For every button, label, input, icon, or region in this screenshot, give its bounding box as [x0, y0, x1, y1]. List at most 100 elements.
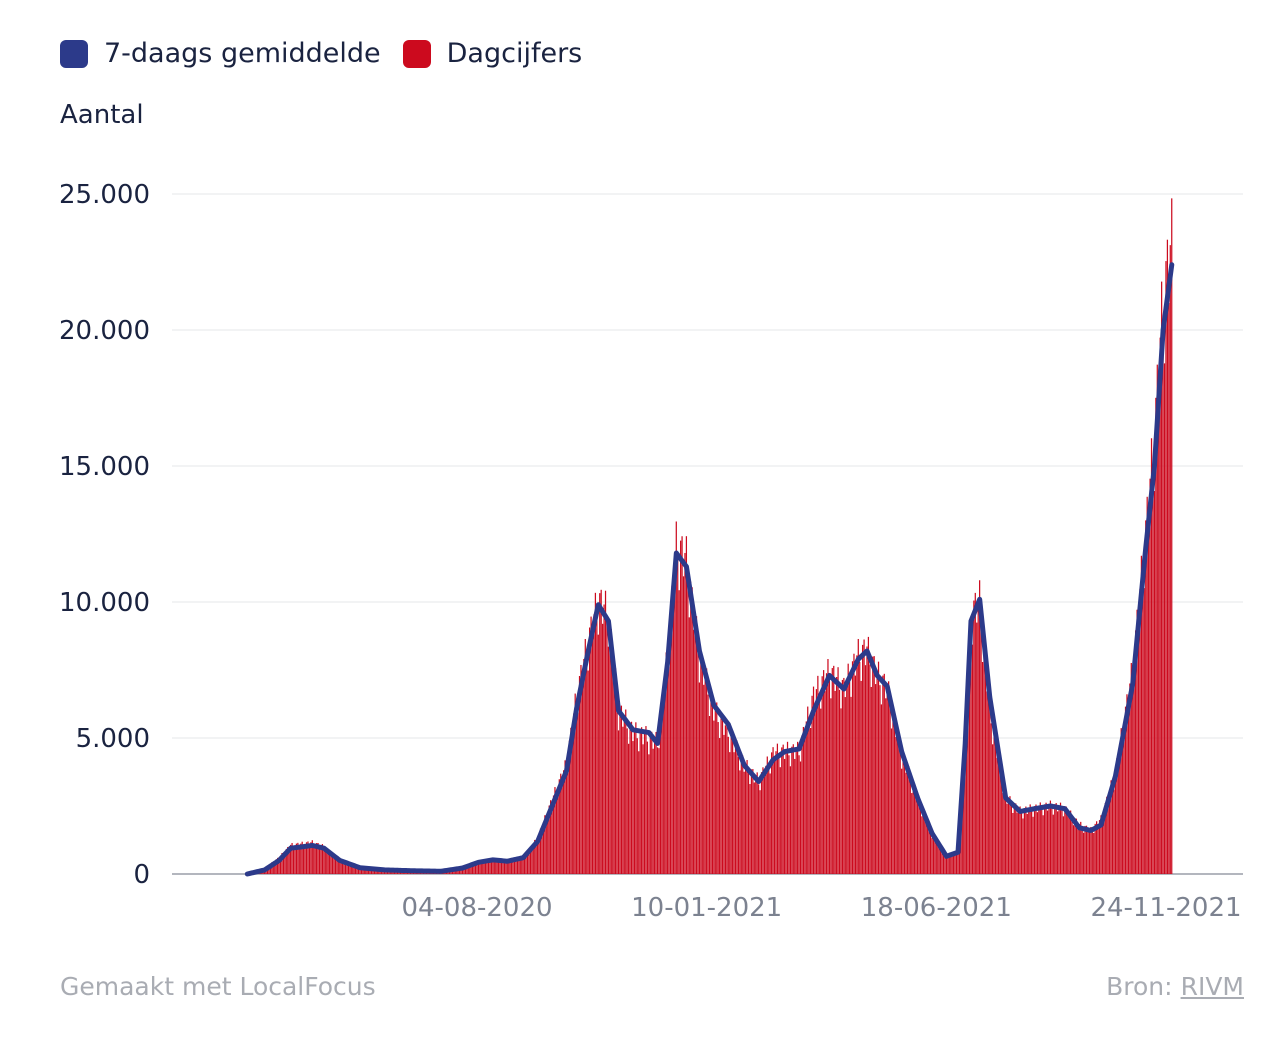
daily-bar	[1049, 800, 1052, 874]
daily-bar	[612, 669, 614, 874]
daily-bar	[635, 722, 637, 874]
legend-label: Dagcijfers	[446, 38, 583, 69]
daily-bar	[821, 676, 823, 874]
daily-bar	[860, 680, 862, 874]
daily-bar	[343, 862, 345, 874]
daily-bar	[496, 861, 498, 874]
daily-bar	[902, 753, 904, 874]
daily-bar	[350, 864, 352, 874]
daily-bar	[1171, 198, 1173, 875]
daily-bar	[521, 858, 523, 874]
daily-bar	[311, 840, 313, 874]
daily-bar	[817, 675, 819, 874]
source-link[interactable]: RIVM	[1180, 972, 1244, 1001]
daily-bar	[1145, 520, 1147, 874]
daily-bar	[1016, 812, 1018, 874]
daily-bar	[1039, 802, 1041, 874]
daily-bar	[1140, 555, 1143, 874]
daily-bar	[349, 864, 351, 874]
daily-bar	[788, 755, 790, 874]
daily-bar	[846, 678, 848, 874]
daily-bar	[606, 621, 608, 874]
daily-bar	[344, 863, 347, 874]
daily-bar	[294, 848, 296, 874]
daily-bar	[970, 623, 972, 874]
daily-bar	[944, 851, 946, 874]
daily-bar	[636, 738, 638, 874]
daily-bar	[856, 655, 858, 874]
daily-bar	[1015, 803, 1017, 874]
daily-bar	[352, 864, 354, 874]
daily-bar	[1135, 630, 1137, 874]
daily-bar	[743, 771, 745, 874]
daily-bar	[470, 864, 472, 874]
daily-bar	[919, 806, 922, 874]
daily-bar	[924, 812, 926, 874]
daily-bar	[649, 733, 651, 874]
daily-bar	[773, 761, 776, 874]
legend-item-daily[interactable]: Dagcijfers	[402, 38, 583, 69]
daily-bar	[591, 640, 594, 874]
daily-bar	[736, 740, 738, 874]
daily-bar	[763, 776, 766, 874]
daily-bar	[951, 856, 953, 874]
daily-bar	[1169, 245, 1171, 874]
daily-bar	[604, 590, 607, 874]
daily-bar	[1129, 683, 1131, 874]
daily-bar	[464, 866, 467, 874]
legend-item-7-day-average[interactable]: 7-daags gemiddelde	[60, 38, 381, 69]
daily-bar	[779, 767, 781, 874]
daily-bar	[330, 852, 332, 874]
daily-bar	[707, 694, 709, 874]
daily-bar	[555, 792, 558, 874]
daily-bar	[931, 838, 933, 874]
daily-bar	[912, 782, 914, 874]
daily-bar	[675, 521, 677, 874]
daily-bar	[704, 674, 706, 874]
daily-bar	[1126, 694, 1128, 874]
daily-bar	[838, 689, 841, 874]
daily-bar	[1083, 832, 1085, 874]
daily-bar	[557, 796, 559, 874]
daily-bar	[1023, 808, 1026, 874]
daily-bar	[833, 665, 835, 874]
daily-bar	[1031, 811, 1033, 874]
y-tick-label: 5.000	[76, 724, 150, 754]
daily-bar	[570, 727, 572, 874]
daily-bar	[836, 677, 838, 874]
daily-bar	[1148, 524, 1150, 874]
daily-bar	[602, 623, 604, 874]
daily-bar	[859, 662, 861, 874]
daily-bar	[798, 755, 800, 874]
daily-bar	[766, 756, 768, 874]
daily-bar	[961, 794, 963, 874]
daily-bar	[613, 665, 615, 874]
daily-bar	[678, 590, 680, 874]
daily-bar	[889, 707, 891, 874]
daily-bar	[456, 868, 458, 874]
daily-bar	[850, 696, 852, 874]
daily-bar	[545, 817, 547, 874]
daily-bar	[906, 768, 909, 874]
daily-bar	[811, 695, 813, 874]
daily-bar	[1111, 785, 1114, 874]
daily-bar	[693, 629, 695, 874]
daily-bar	[513, 858, 516, 874]
daily-bar	[532, 843, 534, 874]
daily-bar	[1065, 806, 1067, 874]
daily-bar	[851, 661, 854, 874]
source-prefix: Bron:	[1106, 972, 1173, 1001]
daily-bar	[711, 695, 714, 874]
daily-bar	[963, 756, 965, 874]
daily-bar	[1009, 796, 1011, 874]
daily-bar	[1000, 777, 1002, 874]
daily-bar	[1061, 810, 1063, 874]
daily-bar	[516, 860, 519, 874]
daily-bar	[1096, 821, 1098, 874]
daily-bar	[892, 708, 894, 874]
daily-bar	[1013, 803, 1015, 874]
daily-bar	[1162, 319, 1164, 874]
daily-bar	[879, 685, 881, 874]
daily-bar	[841, 679, 844, 874]
daily-bar	[511, 860, 513, 874]
